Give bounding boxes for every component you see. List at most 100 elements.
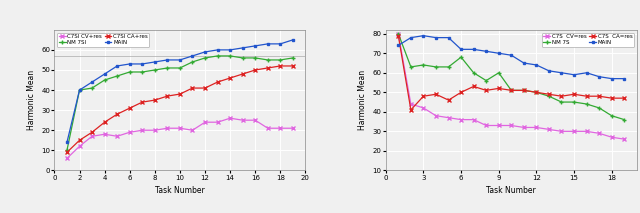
NM 7SI: [126, 71, 134, 73]
C7SI CA+res: [113, 113, 121, 115]
MAIN: [126, 63, 134, 65]
MAIN: [445, 36, 452, 39]
C7SI CA+res: [227, 77, 234, 79]
C7SI CV+res: [76, 145, 83, 148]
Line: NM 7SI: NM 7SI: [65, 53, 295, 153]
MAIN: [201, 51, 209, 53]
C7SI CV+res: [63, 157, 71, 160]
C7SI CV+res: [201, 121, 209, 124]
C7SI CV+res: [113, 135, 121, 138]
C7SI CA+res: [214, 81, 221, 83]
C7S  CV=res: [445, 116, 452, 119]
NM 7S: [495, 72, 502, 74]
C7S  CA=res: [457, 91, 465, 94]
C7S  CA=res: [583, 95, 591, 98]
C7S  CV=res: [570, 130, 578, 133]
C7S  CA=res: [394, 34, 402, 37]
C7SI CA+res: [252, 69, 259, 71]
C7S  CV=res: [545, 128, 553, 131]
NM 7S: [483, 79, 490, 82]
C7SI CA+res: [88, 131, 96, 134]
MAIN: [113, 65, 121, 67]
NM 7S: [407, 66, 415, 68]
NM 7S: [545, 95, 553, 98]
NM 7SI: [227, 55, 234, 57]
C7SI CA+res: [126, 107, 134, 109]
C7SI CV+res: [88, 135, 96, 138]
C7S  CV=res: [608, 136, 616, 138]
C7S  CA=res: [620, 97, 628, 99]
C7S  CA=res: [495, 87, 502, 90]
Line: C7SI CV+res: C7SI CV+res: [65, 117, 294, 160]
C7SI CV+res: [227, 117, 234, 119]
NM 7SI: [264, 59, 271, 61]
C7SI CA+res: [201, 87, 209, 89]
MAIN: [520, 62, 527, 64]
MAIN: [164, 59, 172, 61]
C7S  CV=res: [595, 132, 603, 135]
C7S  CA=res: [608, 97, 616, 99]
C7S  CV=res: [483, 124, 490, 127]
MAIN: [570, 73, 578, 76]
MAIN: [483, 50, 490, 53]
C7S  CA=res: [432, 93, 440, 95]
C7S  CA=res: [407, 109, 415, 111]
NM 7SI: [289, 57, 297, 59]
MAIN: [189, 55, 196, 57]
X-axis label: Task Number: Task Number: [155, 186, 205, 195]
NM 7S: [532, 91, 540, 94]
MAIN: [138, 63, 146, 65]
C7S  CV=res: [532, 126, 540, 129]
C7SI CA+res: [239, 73, 246, 75]
C7SI CA+res: [151, 99, 159, 101]
C7S  CA=res: [445, 99, 452, 101]
C7SI CV+res: [151, 129, 159, 131]
Line: C7S  CA=res: C7S CA=res: [397, 34, 626, 112]
C7S  CA=res: [508, 89, 515, 92]
C7SI CA+res: [264, 67, 271, 69]
NM 7S: [520, 89, 527, 92]
NM 7S: [608, 114, 616, 117]
NM 7S: [470, 72, 477, 74]
MAIN: [545, 69, 553, 72]
MAIN: [151, 61, 159, 63]
C7S  CA=res: [595, 95, 603, 98]
MAIN: [508, 54, 515, 56]
NM 7S: [570, 101, 578, 103]
C7SI CV+res: [252, 119, 259, 121]
C7S  CA=res: [545, 93, 553, 95]
C7SI CV+res: [164, 127, 172, 130]
MAIN: [239, 47, 246, 49]
NM 7S: [394, 32, 402, 35]
MAIN: [76, 89, 83, 91]
C7S  CV=res: [583, 130, 591, 133]
NM 7SI: [239, 57, 246, 59]
MAIN: [407, 36, 415, 39]
MAIN: [620, 77, 628, 80]
C7S  CV=res: [520, 126, 527, 129]
MAIN: [264, 43, 271, 45]
MAIN: [214, 49, 221, 51]
NM 7S: [508, 89, 515, 92]
MAIN: [252, 45, 259, 47]
C7S  CA=res: [570, 93, 578, 95]
NM 7SI: [138, 71, 146, 73]
C7S  CA=res: [483, 89, 490, 92]
C7SI CV+res: [239, 119, 246, 121]
MAIN: [176, 59, 184, 61]
C7SI CV+res: [276, 127, 284, 130]
NM 7S: [457, 56, 465, 58]
C7SI CV+res: [138, 129, 146, 131]
MAIN: [495, 52, 502, 55]
C7S  CA=res: [532, 91, 540, 94]
NM 7SI: [151, 69, 159, 71]
C7S  CV=res: [495, 124, 502, 127]
C7SI CA+res: [289, 65, 297, 67]
C7S  CA=res: [420, 95, 428, 98]
NM 7SI: [276, 59, 284, 61]
C7SI CV+res: [264, 127, 271, 130]
Y-axis label: Harmonic Mean: Harmonic Mean: [358, 70, 367, 130]
Legend: C7SI CV+res, NM 7SI, C7SI CA+res, MAIN: C7SI CV+res, NM 7SI, C7SI CA+res, MAIN: [57, 33, 150, 47]
C7S  CV=res: [420, 107, 428, 109]
C7SI CA+res: [100, 121, 108, 124]
